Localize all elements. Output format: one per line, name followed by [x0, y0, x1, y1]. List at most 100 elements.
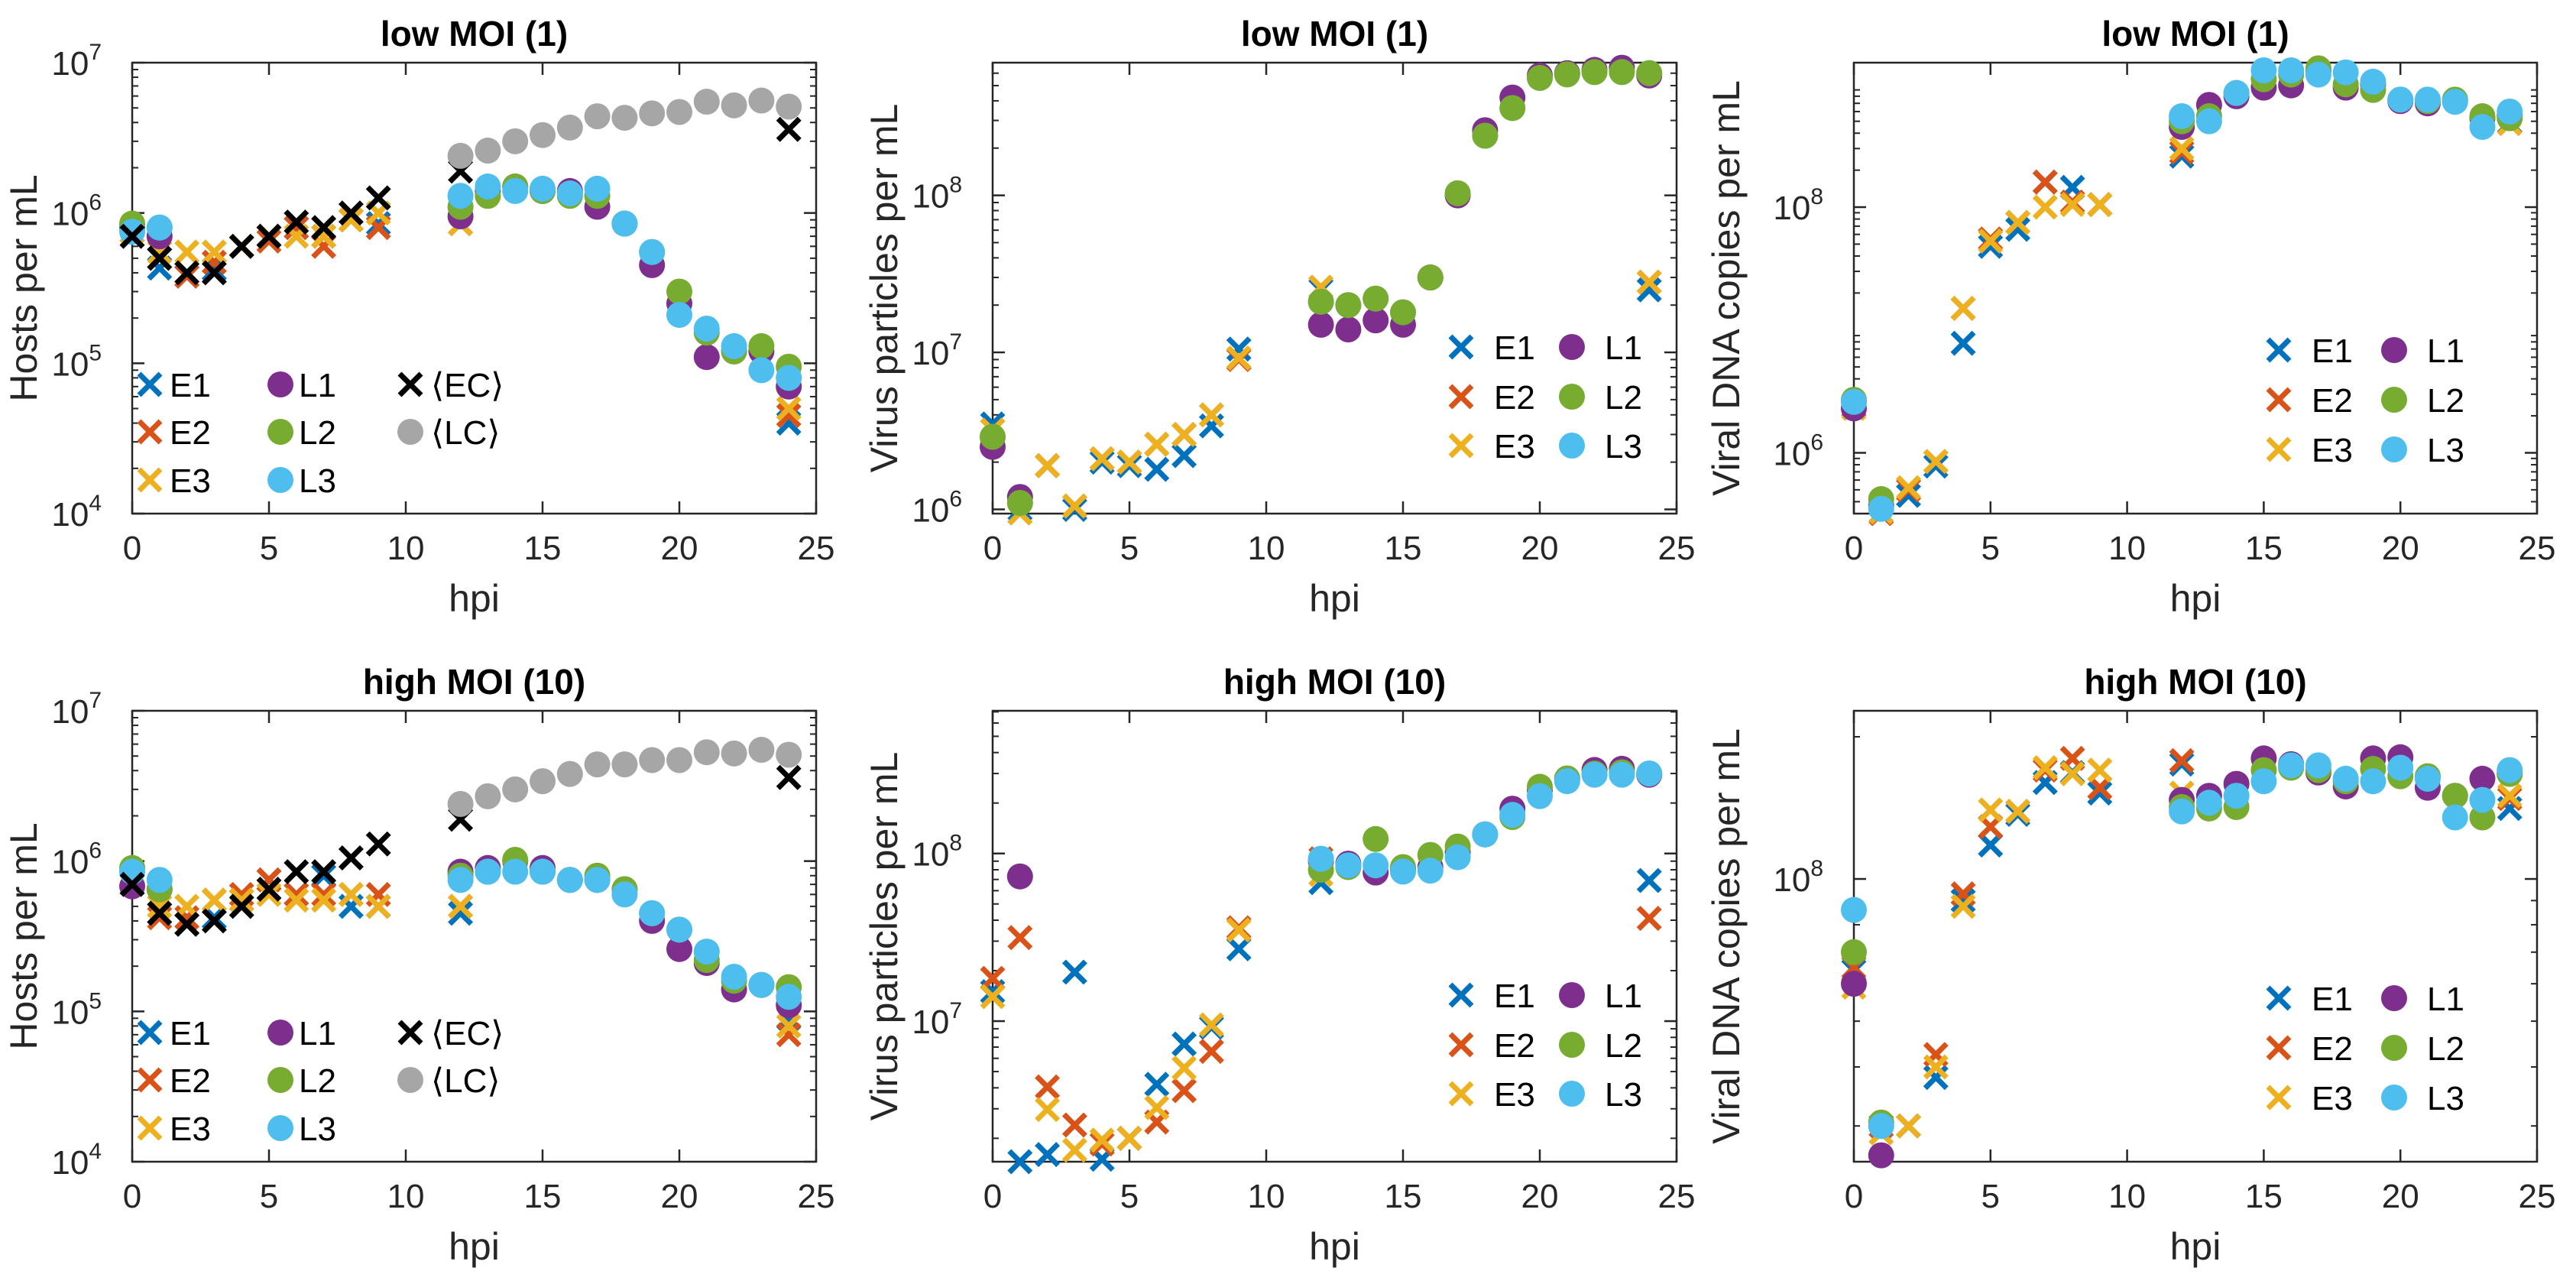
legend-marker-icon [267, 1067, 293, 1093]
data-point [776, 984, 802, 1010]
data-point [1144, 1072, 1170, 1098]
data-point [693, 89, 720, 115]
data-point [776, 741, 802, 768]
legend-item: ⟨LC⟩ [397, 1062, 501, 1100]
x-tick-label: 5 [1120, 1178, 1139, 1215]
legend-marker-icon [2266, 436, 2292, 462]
data-point [1950, 295, 1976, 321]
x-axis-label: hpi [2170, 1225, 2221, 1268]
legend-marker-icon [2381, 337, 2407, 363]
data-point [1089, 1131, 1115, 1157]
y-tick-exponent: 7 [949, 998, 962, 1023]
data-point [1363, 825, 1389, 852]
y-axis-label: Virus particles per mL [863, 752, 906, 1121]
legend-marker-icon [1559, 433, 1585, 459]
data-point [2497, 98, 2523, 125]
legend-item: L1 [2381, 981, 2464, 1018]
legend-marker-icon [137, 467, 163, 493]
data-point [1144, 456, 1170, 482]
data-point [256, 876, 282, 902]
data-point [980, 965, 1006, 991]
x-tick-label: 20 [2382, 530, 2419, 567]
data-point [1307, 845, 1334, 872]
data-point [228, 233, 254, 259]
data-point [1554, 768, 1580, 795]
legend-item: E1 [1448, 978, 1535, 1015]
legend-label: E1 [2312, 332, 2353, 370]
legend-item: E2 [1448, 1027, 1535, 1065]
data-point [1363, 852, 1389, 879]
x-tick-label: 25 [2519, 1178, 2556, 1215]
x-tick-label: 20 [661, 530, 698, 567]
y-tick-exponent: 5 [89, 988, 102, 1013]
data-point [1007, 1149, 1033, 1175]
y-tick-base: 10 [51, 45, 89, 83]
legend-label: E3 [1494, 1076, 1535, 1114]
data-point [980, 984, 1006, 1010]
legend-marker-icon [1448, 433, 1474, 459]
y-axis-label: Virus particles per mL [863, 104, 906, 473]
y-axis-label: Hosts per mL [2, 174, 45, 401]
legend-item: E1 [1448, 329, 1535, 367]
data-point [447, 867, 474, 893]
x-axis-label: hpi [449, 577, 500, 620]
legend-item: E3 [137, 1111, 211, 1148]
legend-item: L3 [2381, 1080, 2464, 1117]
x-axis-label: hpi [1309, 1225, 1360, 1268]
data-point [2442, 804, 2468, 831]
x-tick-label: 25 [1658, 530, 1696, 567]
y-tick-exponent: 7 [949, 329, 962, 355]
data-point [2305, 752, 2331, 779]
x-tick-label: 15 [1385, 530, 1422, 567]
y-tick-base: 10 [51, 1144, 89, 1182]
legend-marker-icon [2381, 985, 2407, 1011]
data-point [1035, 452, 1061, 478]
x-axis-label: hpi [2170, 577, 2221, 620]
data-point [174, 260, 200, 286]
data-point [2169, 798, 2195, 825]
data-point [639, 100, 666, 127]
y-tick-base: 10 [51, 196, 89, 233]
legend-item: E2 [2266, 1030, 2353, 1068]
data-point [1144, 1094, 1170, 1120]
legend-item: L1 [1559, 978, 1642, 1015]
data-point [666, 278, 692, 305]
x-tick-label: 15 [524, 1178, 562, 1215]
data-point [693, 316, 720, 342]
legend-label: L3 [299, 1111, 336, 1148]
legend-marker-icon [1448, 1032, 1474, 1058]
axes-box [1852, 61, 2539, 515]
data-point [1841, 897, 1867, 923]
data-point [1472, 821, 1499, 848]
y-tick-label: 106 [51, 838, 102, 881]
legend-label: L2 [299, 414, 336, 452]
data-point [1390, 299, 1416, 326]
data-point [1896, 1113, 1921, 1139]
y-tick-label: 107 [912, 998, 962, 1041]
data-point [1335, 292, 1362, 319]
data-point [119, 219, 145, 245]
y-tick-exponent: 4 [89, 491, 102, 516]
legend-label: L1 [1605, 978, 1642, 1015]
y-tick-exponent: 7 [89, 688, 102, 713]
data-point [284, 209, 309, 235]
data-point [2278, 57, 2305, 83]
legend-item: L2 [1559, 379, 1642, 417]
data-point [611, 881, 638, 908]
y-tick-base: 10 [51, 994, 89, 1031]
legend-marker-icon [397, 1020, 423, 1046]
data-point [2059, 760, 2085, 786]
legend-marker-icon [137, 1067, 163, 1093]
legend-label: L3 [1605, 1076, 1642, 1114]
data-point [748, 332, 775, 359]
legend-item: L2 [2381, 382, 2464, 420]
legend-item: E3 [1448, 1076, 1535, 1114]
data-point [2169, 103, 2195, 130]
data-point [1609, 59, 1635, 86]
data-point [365, 185, 391, 211]
x-tick-label: 0 [123, 530, 141, 567]
data-point [1335, 316, 1362, 343]
